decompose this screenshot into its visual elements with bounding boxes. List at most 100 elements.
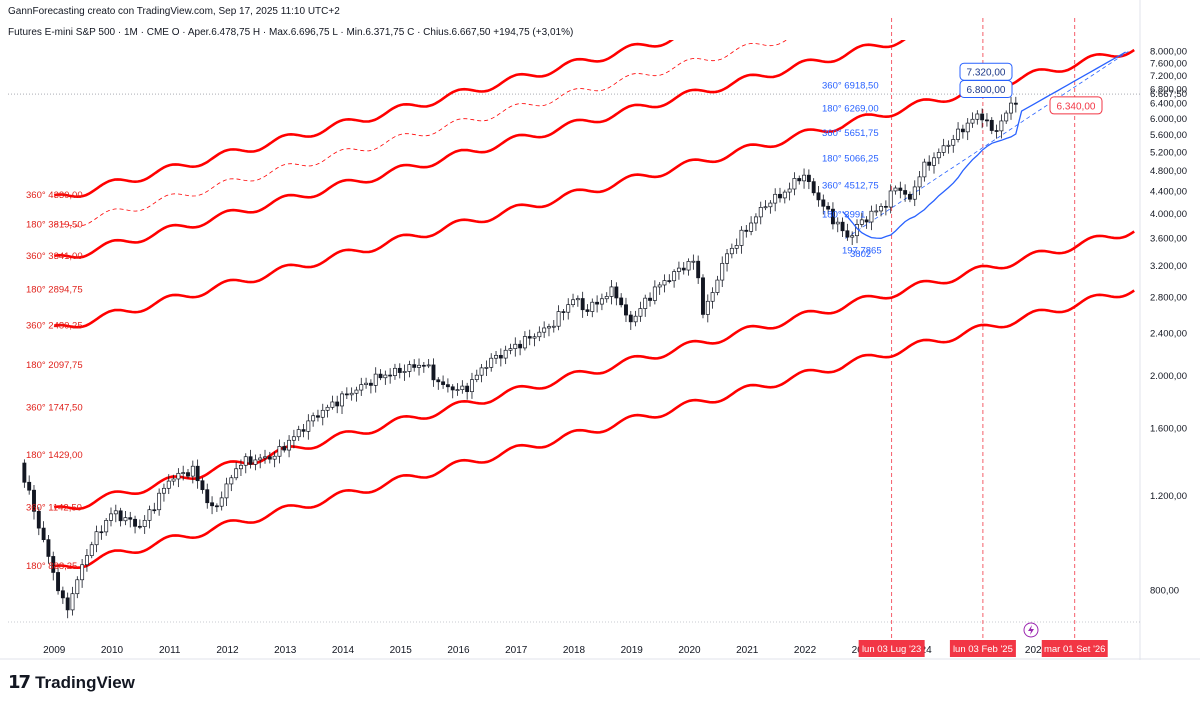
candle-body [710,292,715,302]
candle-body [946,144,951,147]
candle-body [806,174,811,182]
x-tick-label: 2018 [563,645,586,656]
x-tick-label: 2017 [505,645,528,656]
symbol-info-line[interactable]: Futures E-mini S&P 500 · 1M · CME O · Ap… [8,27,574,38]
y-tick-label: 5.600,00 [1150,130,1187,141]
candle-body [22,462,27,483]
candle-body [811,181,816,194]
candle-body [879,205,884,212]
candle-body [359,384,364,391]
gann-level-label-red: 360° 1142,50 [26,502,82,513]
candle-body [402,371,407,373]
y-tick-label: 8.000,00 [1150,46,1187,57]
candle-body [263,456,267,459]
candle-body [513,343,518,349]
y-tick-label: 6.000,00 [1150,114,1187,125]
candle-body [200,480,205,491]
candle-body [782,191,787,199]
candle-body [325,406,330,411]
candle-body [744,229,749,232]
candle-body [248,456,253,465]
candle-body [368,382,373,386]
candle-body [311,415,316,422]
y-tick-label: 2.000,00 [1150,371,1187,382]
candle-body [474,374,479,380]
candle-body [725,253,730,264]
moving-average-line [842,51,1126,239]
candle-body [272,455,277,460]
x-tick-label: 2015 [390,645,413,656]
target-box [1049,96,1103,115]
lightning-bolt-icon [1028,625,1034,635]
lightning-icon [1023,622,1039,638]
candle-body [575,298,580,301]
gann-level-label-red: 360° 2480,25 [26,321,83,332]
candle-body [320,409,325,418]
candle-body [301,429,306,432]
candle-body [484,366,489,369]
y-tick-label: 4.800,00 [1150,166,1187,177]
x-tick-label: 2013 [274,645,297,656]
candle-body [46,539,51,557]
candle-body [306,420,311,432]
date-badge-label: lun 03 Lug '23 [862,644,921,655]
candle-body [157,492,162,511]
chart-credit: GannForecasting creato con TradingView.c… [8,6,340,17]
candle-body [214,505,219,508]
candle-body [229,477,234,485]
date-badge-label: lun 03 Feb '25 [953,644,1013,655]
candle-body [585,309,590,312]
candle-body [166,480,171,489]
gann-level-label-red: 360° 3341,00 [26,251,83,262]
y-tick-label: 7.200,00 [1150,71,1187,82]
candle-body [161,487,166,494]
tradingview-logo[interactable]: 17 TradingView [8,672,135,693]
candle-body [344,393,349,396]
x-tick-label: 2020 [678,645,701,656]
candle-body [349,392,354,396]
y-tick-label: 1.600,00 [1150,423,1187,434]
candle-body [537,331,542,338]
candle-body [840,221,845,232]
candle-body [773,193,778,204]
y-tick-label: 7.600,00 [1150,58,1187,69]
candle-body [455,389,460,391]
gann-level-label-blue: 180° 5066,25 [822,153,879,164]
candle-body [75,579,80,595]
candle-body [941,145,946,153]
gann-level-label-blue: 360° 6918,50 [822,80,879,91]
candle-body [609,286,614,297]
candle-body [393,367,397,376]
candle-body [705,300,710,315]
candle-body [595,301,600,305]
candle-body [253,459,258,465]
candle-body [518,343,523,349]
candle-body [1004,112,1009,122]
candle-body [527,336,532,339]
candle-body [27,481,32,491]
candle-body [715,279,720,293]
candle-body [547,326,551,329]
candle-body [883,205,888,208]
candle-body [94,531,99,546]
candle-body [778,193,782,199]
candle-body [258,457,263,461]
y-tick-label: 2.800,00 [1150,292,1187,303]
target-box [959,79,1013,98]
candle-body [638,308,643,317]
candle-body [662,280,667,286]
candle-body [445,384,450,388]
candle-body [282,446,287,451]
candle-body [123,517,128,522]
candle-body [36,510,41,529]
candle-body [648,297,652,301]
candle-body [542,327,547,333]
channel-band-2 [54,40,788,227]
x-tick-label: 2009 [43,645,66,656]
channel-band-3 [53,40,906,259]
gann-level-label-red: 360° 1747,50 [26,403,83,414]
candle-body [89,544,94,556]
last-price-label: 6.667,50 [1150,89,1187,100]
candle-body [296,429,301,438]
